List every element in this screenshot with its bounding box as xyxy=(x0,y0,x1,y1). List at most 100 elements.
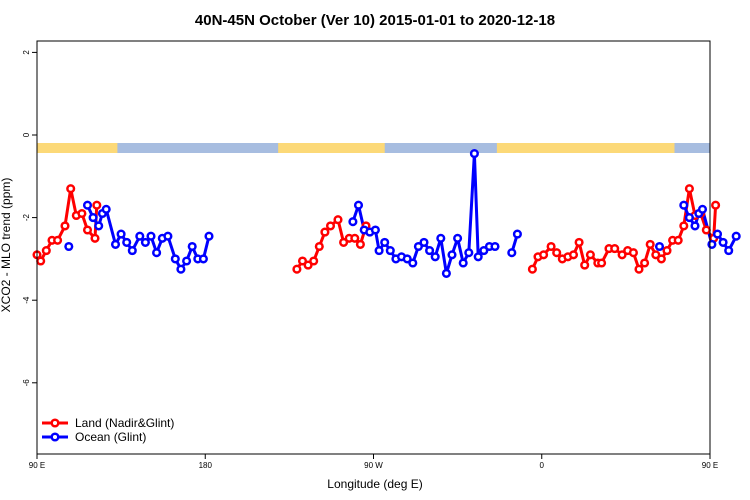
ocean-point xyxy=(64,241,74,252)
chart-title: 40N-45N October (Ver 10) 2015-01-01 to 2… xyxy=(195,12,555,29)
land-point xyxy=(574,237,584,247)
land-point xyxy=(580,260,590,270)
ocean-point xyxy=(425,246,435,256)
ocean-point xyxy=(187,241,197,252)
ocean-point xyxy=(712,229,723,239)
land-point xyxy=(711,200,721,210)
ocean-point xyxy=(690,221,700,231)
y-tick-label: 2 xyxy=(22,50,31,55)
ocean-point xyxy=(697,204,708,214)
ocean-point xyxy=(163,231,173,241)
land-point xyxy=(309,256,319,266)
land-point xyxy=(539,250,549,260)
ocean-point xyxy=(348,217,358,227)
y-tick-label: -4 xyxy=(22,296,31,304)
land-point xyxy=(568,250,579,260)
land-legend-label: Land (Nadir&Glint) xyxy=(75,416,174,430)
land-point xyxy=(585,250,595,260)
ocean-point xyxy=(464,248,474,258)
land-point xyxy=(634,264,644,274)
ocean-point xyxy=(152,248,162,258)
ocean-point xyxy=(204,231,214,241)
ocean-point xyxy=(512,229,522,239)
land-point xyxy=(82,225,93,235)
ocean-point xyxy=(353,200,364,210)
ocean-point xyxy=(110,239,121,249)
land-point xyxy=(645,239,655,249)
y-tick-label: -6 xyxy=(22,379,31,387)
land-point xyxy=(60,221,70,231)
ocean-point xyxy=(430,252,440,262)
y-tick-label: -2 xyxy=(22,213,31,221)
land-point xyxy=(66,184,76,194)
x-tick-label: 90 W xyxy=(364,461,383,470)
ocean-point xyxy=(490,241,500,252)
land-point xyxy=(320,227,330,237)
ocean-legend-label: Ocean (Glint) xyxy=(75,430,146,444)
land-point xyxy=(297,256,308,266)
land-point xyxy=(314,241,324,252)
land-point xyxy=(325,221,336,231)
land-point xyxy=(679,221,689,231)
ocean-point xyxy=(380,237,390,247)
series-points xyxy=(32,149,741,278)
land-band xyxy=(496,143,675,153)
ocean-point xyxy=(679,200,689,210)
land-point xyxy=(292,264,302,274)
land-point xyxy=(333,215,343,225)
ocean-point xyxy=(135,231,145,241)
land-point xyxy=(41,246,51,256)
ocean-point xyxy=(385,246,395,256)
y-axis: 2 0 -2 -4 -6 xyxy=(22,50,37,387)
x-axis-label: Longitude (deg E) xyxy=(327,477,422,491)
land-point xyxy=(90,233,100,243)
ocean-series-line xyxy=(351,152,495,275)
land-point xyxy=(527,264,537,274)
ocean-point xyxy=(116,229,126,239)
ocean-point xyxy=(101,204,111,214)
land-point xyxy=(552,248,562,258)
land-point xyxy=(656,254,666,264)
land-point xyxy=(350,233,360,243)
ocean-point xyxy=(127,246,137,256)
ocean-point xyxy=(413,241,423,252)
land-legend-marker xyxy=(50,418,60,428)
ocean-point xyxy=(122,237,132,247)
ocean-point xyxy=(684,213,694,223)
ocean-point xyxy=(140,237,150,247)
ocean-point xyxy=(198,254,208,264)
ocean-point xyxy=(419,237,429,247)
land-point xyxy=(36,256,46,266)
land-point xyxy=(617,250,627,260)
ocean-point xyxy=(654,241,665,252)
ocean-point xyxy=(507,248,517,258)
ocean-point xyxy=(473,252,483,262)
ocean-point xyxy=(453,233,463,243)
x-tick-label: 90 E xyxy=(702,461,718,470)
x-tick-label: 90 E xyxy=(29,461,45,470)
x-tick-label: 0 xyxy=(540,461,545,470)
land-ocean-strip xyxy=(37,143,710,153)
land-point xyxy=(53,235,63,245)
x-axis: 90 E 180 90 W 0 90 E xyxy=(29,454,718,470)
land-point xyxy=(355,239,365,249)
ocean-point xyxy=(436,233,446,243)
ocean-point xyxy=(146,231,156,241)
land-point xyxy=(92,200,102,210)
ocean-point xyxy=(182,256,192,266)
land-point xyxy=(684,184,694,194)
land-point xyxy=(546,241,556,252)
ocean-point xyxy=(441,268,451,278)
ocean-point xyxy=(469,149,479,159)
ocean-legend-marker xyxy=(50,432,60,442)
ocean-point xyxy=(402,254,412,264)
land-point xyxy=(597,258,607,268)
land-point xyxy=(673,235,683,245)
ocean-point xyxy=(479,246,489,256)
ocean-point xyxy=(447,250,457,260)
ocean-point xyxy=(718,237,728,247)
x-tick-label: 180 xyxy=(199,461,213,470)
ocean-point xyxy=(731,231,741,241)
land-point xyxy=(651,250,661,260)
